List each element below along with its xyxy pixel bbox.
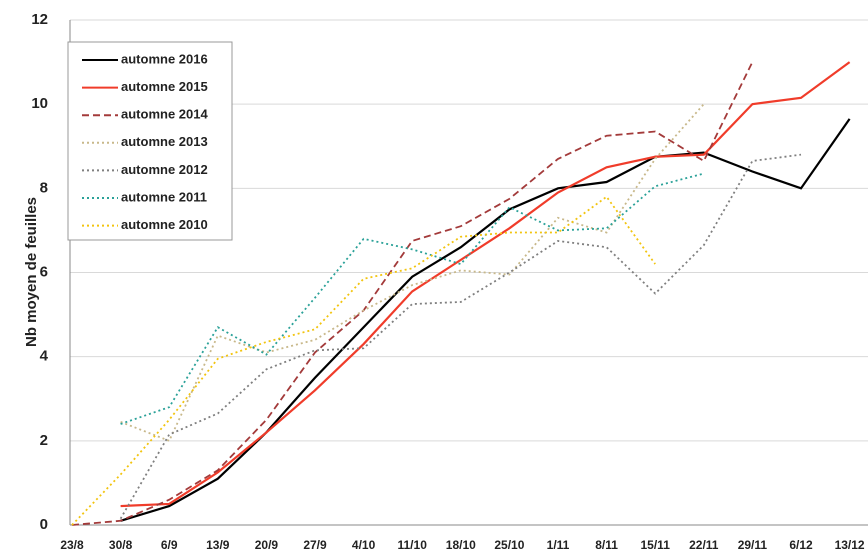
y-tick-label: 2 [40, 432, 48, 449]
y-tick-label: 4 [40, 348, 49, 365]
x-tick-label: 6/12 [789, 538, 813, 552]
series-line [120, 103, 705, 442]
y-tick-label: 12 [31, 11, 48, 28]
x-tick-label: 29/11 [738, 538, 768, 552]
series-line [120, 61, 851, 508]
x-tick-label: 13/12 [835, 538, 865, 552]
legend-label: automne 2011 [121, 189, 207, 204]
x-tick-label: 13/9 [206, 538, 230, 552]
x-tick-label: 23/8 [60, 538, 84, 552]
legend-label: automne 2016 [121, 51, 208, 66]
legend-label: automne 2010 [121, 217, 208, 232]
series-line [119, 153, 802, 520]
legend-box [67, 41, 233, 241]
y-tick-label: 10 [31, 95, 48, 112]
x-tick-label: 27/9 [303, 538, 327, 552]
y-axis-label: Nb moyen de feuilles [23, 197, 40, 347]
y-tick-label: 8 [40, 179, 48, 196]
x-tick-label: 22/11 [689, 538, 719, 552]
legend-label: automne 2012 [121, 162, 208, 177]
x-tick-label: 15/11 [641, 538, 671, 552]
x-tick-label: 1/11 [547, 538, 570, 552]
x-tick-label: 20/9 [255, 538, 279, 552]
series-line [71, 61, 754, 526]
legend-label: automne 2014 [121, 107, 208, 122]
x-tick-label: 4/10 [352, 538, 376, 552]
x-tick-label: 30/8 [109, 538, 133, 552]
x-tick-label: 18/10 [446, 538, 476, 552]
y-tick-label: 6 [40, 263, 48, 280]
x-tick-label: 11/10 [398, 538, 428, 552]
legend-label: automne 2015 [121, 79, 208, 94]
x-tick-label: 25/10 [494, 538, 524, 552]
legend-label: automne 2013 [121, 134, 208, 149]
series-line [120, 172, 705, 425]
series-line [120, 118, 851, 522]
series-line [71, 195, 656, 526]
x-tick-label: 8/11 [595, 538, 618, 552]
x-tick-label: 6/9 [161, 538, 178, 552]
y-tick-label: 0 [40, 516, 48, 533]
